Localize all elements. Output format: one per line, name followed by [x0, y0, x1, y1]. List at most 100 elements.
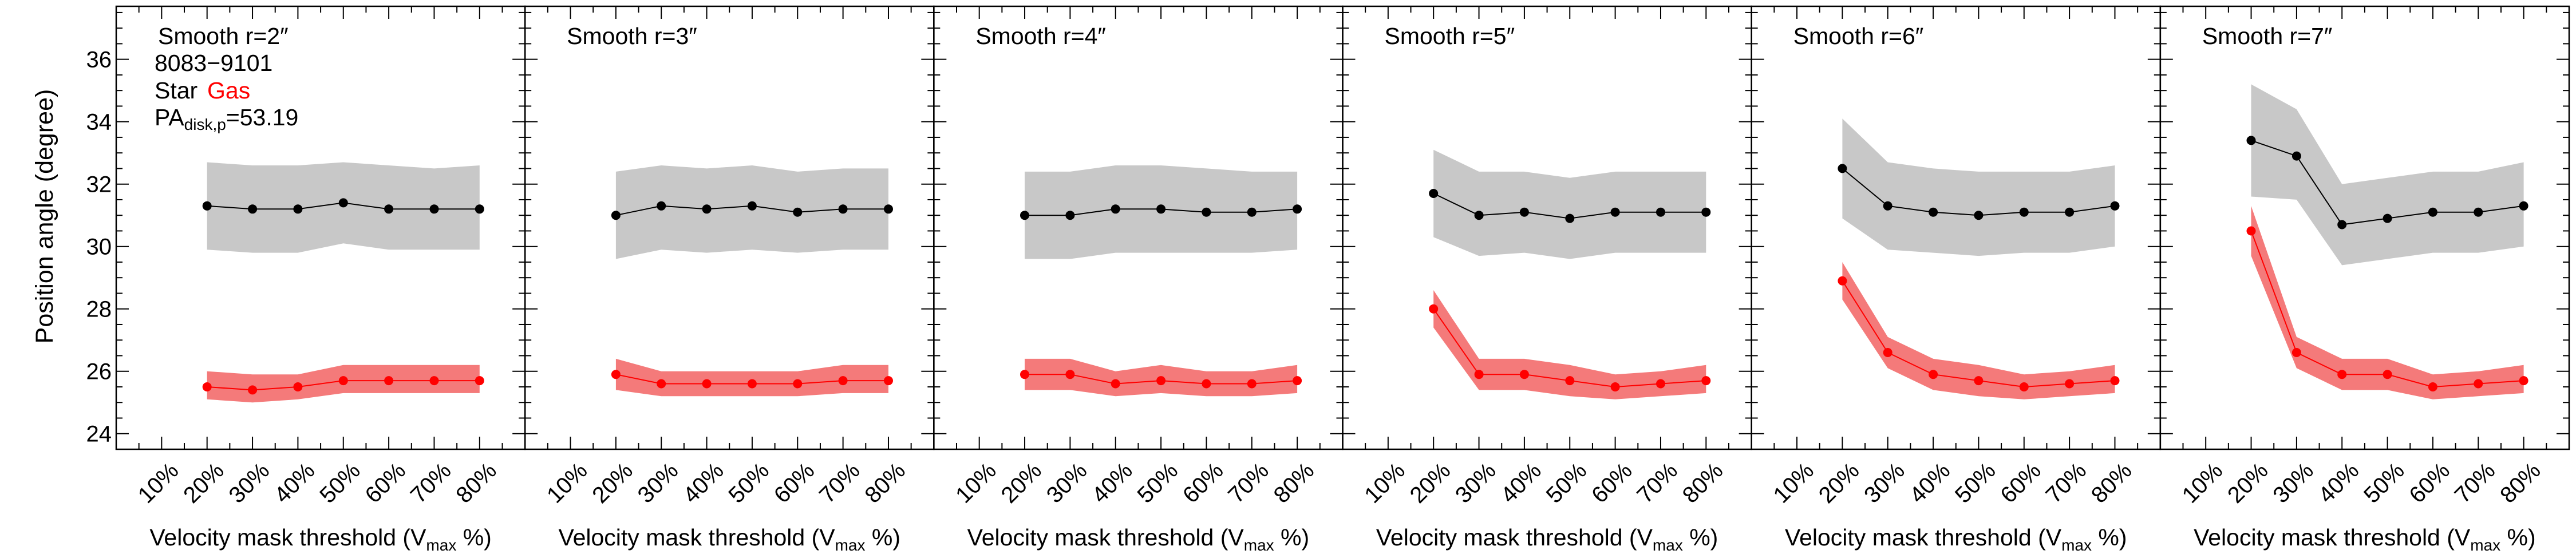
x-axis-label: Velocity mask threshold (Vmax %): [967, 524, 1309, 554]
gas-data-point: [1202, 379, 1211, 389]
x-tick-label: 70%: [2450, 458, 2500, 508]
x-tick-label: 40%: [1087, 458, 1137, 508]
star-uncertainty-band: [1433, 149, 1706, 259]
chart-panel: 24 26 28 30 32 34 36 10%20%30%40%50%60%70%80% Sm…: [86, 5, 526, 554]
legend-gas-label: Gas: [207, 77, 250, 104]
star-data-point: [2474, 207, 2483, 217]
star-data-point: [838, 204, 848, 214]
x-tick-label: 20%: [179, 458, 229, 508]
panel-title: Smooth r=6″: [1793, 23, 1924, 49]
x-axis-label-end: %): [456, 524, 492, 551]
gas-data-point: [384, 376, 394, 386]
chart-panel: 10%20%30%40%50%60%70%80% Smooth r=5″ Veloc…: [1342, 5, 1752, 554]
star-data-point: [1293, 204, 1302, 214]
x-tick-label: 60%: [2404, 458, 2455, 508]
star-uncertainty-band: [1842, 118, 2115, 256]
star-data-point: [475, 204, 484, 214]
gas-data-point: [2519, 376, 2528, 386]
x-tick-label: 60%: [1587, 458, 1637, 508]
x-tick-label: 10%: [951, 458, 1001, 508]
star-data-point: [2065, 207, 2075, 217]
x-axis-label: Velocity mask threshold (Vmax %): [559, 524, 901, 554]
star-data-point: [657, 201, 666, 211]
legend-star-label: Star: [155, 77, 197, 104]
panel-title: Smooth r=4″: [975, 23, 1106, 49]
x-tick-label: 70%: [1223, 458, 1274, 508]
gas-data-point: [793, 379, 803, 389]
legend-pa-main: PA: [155, 104, 184, 130]
legend-pa-text: PAdisk,p=53.19: [155, 104, 298, 133]
x-tick-label: 10%: [2178, 458, 2228, 508]
star-data-point: [1474, 211, 1484, 220]
legend-pa-sub: disk,p: [184, 116, 226, 133]
legend: 8083−9101 Star Gas PAdisk,p=53.19: [155, 50, 298, 133]
gas-data-point: [2065, 379, 2075, 389]
x-tick-label: 50%: [724, 458, 774, 508]
x-tick-label: 10%: [133, 458, 184, 508]
chart-panel: 10%20%30%40%50%60%70%80% Smooth r=6″ Veloc…: [1751, 5, 2162, 554]
gas-data-point: [611, 370, 621, 379]
x-tick-label: 60%: [1178, 458, 1228, 508]
star-data-point: [2519, 201, 2528, 211]
gas-data-point: [1293, 376, 1302, 386]
x-tick-label: 40%: [2314, 458, 2364, 508]
x-tick-label: 30%: [2268, 458, 2318, 508]
x-axis-label-end: %): [866, 524, 901, 551]
x-axis-label-end: %): [1274, 524, 1310, 551]
x-tick-label: 80%: [451, 458, 501, 508]
gas-data-point: [202, 382, 212, 391]
y-axis-label: Position angle (degree): [31, 89, 58, 344]
x-tick-label: 10%: [1360, 458, 1410, 508]
gas-data-point: [248, 385, 258, 395]
x-tick-label: 20%: [1405, 458, 1456, 508]
x-tick-label: 10%: [542, 458, 592, 508]
x-tick-label: 60%: [361, 458, 411, 508]
y-tick-label: 24: [86, 422, 112, 447]
gas-data-point: [475, 376, 484, 386]
gas-data-point: [1020, 370, 1029, 379]
gas-data-point: [2291, 348, 2301, 357]
star-uncertainty-band: [615, 165, 888, 259]
star-data-point: [884, 204, 893, 214]
gas-data-point: [747, 379, 757, 389]
gas-data-point: [1065, 370, 1075, 379]
panel-title: Smooth r=2″: [158, 23, 289, 49]
x-axis-label-sub: max: [426, 536, 456, 554]
x-tick-label: 40%: [1496, 458, 1546, 508]
panel-title: Smooth r=3″: [567, 23, 697, 49]
gas-data-point: [2246, 226, 2256, 236]
star-data-point: [1610, 207, 1620, 217]
star-data-point: [702, 204, 712, 214]
panel-title: Smooth r=7″: [2202, 23, 2333, 49]
star-uncertainty-band: [2251, 84, 2524, 266]
gas-data-point: [1610, 382, 1620, 391]
x-tick-label: 80%: [2495, 458, 2546, 508]
star-data-point: [1701, 207, 1711, 217]
gas-data-point: [338, 376, 348, 386]
star-data-point: [611, 211, 621, 220]
star-data-point: [293, 204, 303, 214]
star-data-point: [1656, 207, 1665, 217]
y-tick-label: 28: [86, 297, 112, 322]
x-tick-label: 30%: [224, 458, 275, 508]
y-tick-label: 26: [86, 359, 112, 385]
star-data-point: [1065, 211, 1075, 220]
gas-data-point: [2337, 370, 2347, 379]
star-data-point: [1883, 201, 1893, 211]
x-tick-label: 80%: [860, 458, 910, 508]
gas-data-point: [1565, 376, 1575, 386]
star-data-point: [2246, 136, 2256, 145]
gas-data-point: [1111, 379, 1120, 389]
x-tick-label: 80%: [1269, 458, 1319, 508]
gas-data-point: [2110, 376, 2120, 386]
star-data-point: [1202, 207, 1211, 217]
gas-data-point: [1474, 370, 1484, 379]
x-tick-label: 30%: [1042, 458, 1092, 508]
x-tick-label: 30%: [1451, 458, 1501, 508]
star-data-point: [2110, 201, 2120, 211]
star-data-point: [747, 201, 757, 211]
x-tick-label: 20%: [996, 458, 1046, 508]
y-tick-label: 30: [86, 235, 112, 260]
x-axis-label-main: Velocity mask threshold (V: [1785, 524, 2062, 551]
star-data-point: [1429, 189, 1439, 198]
